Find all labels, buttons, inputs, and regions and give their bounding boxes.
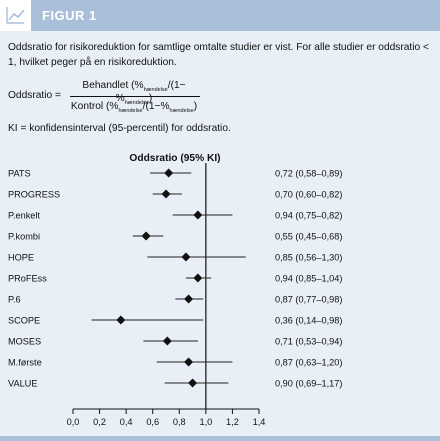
x-tick-label: 0,4 bbox=[120, 417, 133, 427]
odds-ratio-marker bbox=[184, 357, 194, 367]
study-label: VALUE bbox=[8, 379, 37, 389]
study-label: M.første bbox=[8, 358, 42, 368]
odds-ratio-value: 0,70 (0,60–0,82) bbox=[275, 190, 342, 200]
oddsratio-formula: Oddsratio = Behandlet (%hændelse/(1−%hæn… bbox=[8, 80, 438, 114]
odds-ratio-marker bbox=[193, 273, 203, 283]
bottom-rule bbox=[0, 436, 440, 441]
study-label: HOPE bbox=[8, 253, 34, 263]
study-label: PATS bbox=[8, 169, 31, 179]
odds-ratio-marker bbox=[116, 315, 126, 325]
line-chart-icon bbox=[0, 0, 31, 31]
x-tick-label: 1,4 bbox=[253, 417, 266, 427]
study-label: P.kombi bbox=[8, 232, 40, 242]
x-tick-label: 1,0 bbox=[199, 417, 212, 427]
x-tick-label: 0,0 bbox=[67, 417, 80, 427]
chart-title: Oddsratio (95% KI) bbox=[129, 153, 220, 164]
study-label: SCOPE bbox=[8, 316, 40, 326]
odds-ratio-value: 0,87 (0,63–1,20) bbox=[275, 358, 342, 368]
intro-text: Oddsratio for risikoreduktion for samtli… bbox=[8, 42, 429, 68]
x-tick-label: 0,8 bbox=[173, 417, 186, 427]
ki-note: KI = konfidensinterval (95-percentil) fo… bbox=[8, 123, 231, 134]
odds-ratio-value: 0,87 (0,77–0,98) bbox=[275, 295, 342, 305]
odds-ratio-marker bbox=[193, 210, 203, 220]
odds-ratio-marker bbox=[184, 294, 194, 304]
odds-ratio-value: 0,36 (0,14–0,98) bbox=[275, 316, 342, 326]
study-label: P.6 bbox=[8, 295, 21, 305]
formula-numerator: Behandlet (%hændelse/(1−%hændelse) bbox=[82, 80, 186, 107]
odds-ratio-marker bbox=[161, 189, 171, 199]
study-label: MOSES bbox=[8, 337, 41, 347]
odds-ratio-marker bbox=[164, 168, 174, 178]
x-tick-label: 0,6 bbox=[146, 417, 159, 427]
study-label: PROGRESS bbox=[8, 190, 60, 200]
figure-title: FIGUR 1 bbox=[42, 8, 97, 23]
figure-header: FIGUR 1 bbox=[0, 0, 440, 31]
odds-ratio-value: 0,72 (0,58–0,89) bbox=[275, 169, 342, 179]
odds-ratio-value: 0,85 (0,56–1,30) bbox=[275, 253, 342, 263]
formula-denominator: Kontrol (%hændelse/(1−%hændelse) bbox=[70, 101, 198, 115]
odds-ratio-marker bbox=[181, 252, 191, 262]
odds-ratio-marker bbox=[162, 336, 172, 346]
formula-fraction-line bbox=[70, 96, 200, 97]
formula-label: Oddsratio = bbox=[8, 90, 61, 101]
odds-ratio-value: 0,94 (0,85–1,04) bbox=[275, 274, 342, 284]
odds-ratio-value: 0,55 (0,45–0,68) bbox=[275, 232, 342, 242]
odds-ratio-value: 0,94 (0,75–0,82) bbox=[275, 211, 342, 221]
x-tick-label: 0,2 bbox=[93, 417, 106, 427]
odds-ratio-marker bbox=[188, 378, 198, 388]
x-tick-label: 1,2 bbox=[226, 417, 239, 427]
odds-ratio-value: 0,90 (0,69–1,17) bbox=[275, 379, 342, 389]
study-label: P.enkelt bbox=[8, 211, 40, 221]
study-label: PRoFEss bbox=[8, 274, 47, 284]
odds-ratio-value: 0,71 (0,53–0,94) bbox=[275, 337, 342, 347]
odds-ratio-marker bbox=[141, 231, 151, 241]
forest-plot: Oddsratio (95% KI) PATS 0,72 (0,58–0,89) P… bbox=[8, 153, 342, 427]
